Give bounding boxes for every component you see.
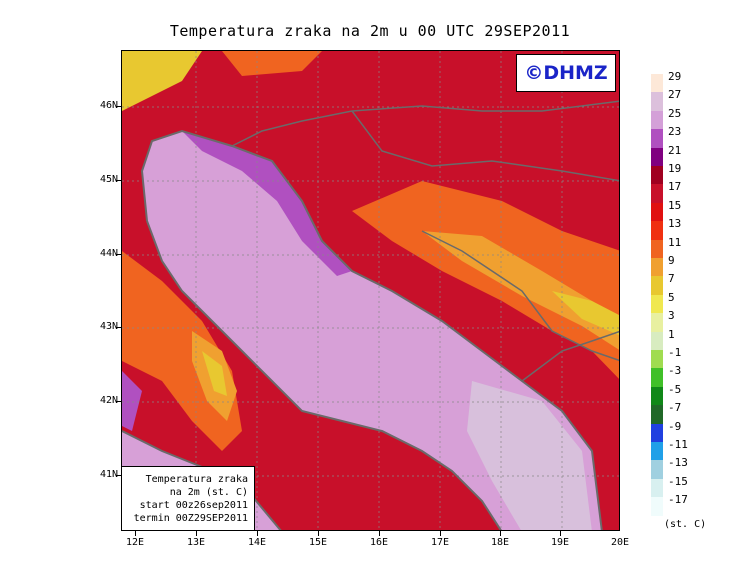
legend-label: 15: [668, 198, 682, 212]
info-line-4: termin 00Z29SEP2011: [133, 513, 248, 524]
lat-tick: [116, 106, 121, 107]
lon-tick: [135, 531, 136, 536]
legend-swatch: [651, 221, 663, 241]
info-box: Temperatura zraka na 2m (st. C) start 00…: [121, 466, 255, 531]
legend-swatch: [651, 386, 663, 406]
lat-label: 42N: [99, 395, 118, 406]
temperature-map: [121, 50, 620, 531]
legend-label: 29: [668, 70, 682, 83]
lon-tick: [257, 531, 258, 536]
lat-tick: [116, 401, 121, 402]
italy-colder-zone: [202, 351, 227, 396]
lon-label: 17E: [430, 537, 450, 548]
legend-swatch: [651, 294, 663, 314]
legend-unit: (st. C): [664, 519, 707, 530]
legend-swatch: [651, 92, 663, 112]
lat-label: 43N: [99, 321, 118, 332]
legend-swatch: [651, 110, 663, 130]
legend-swatch: [651, 129, 663, 149]
map-canvas: [122, 51, 619, 530]
legend-swatch: [651, 258, 663, 277]
legend-label: 27: [668, 88, 682, 102]
legend-label: 9: [668, 254, 675, 267]
lon-label: 15E: [308, 537, 328, 548]
coastal-warm-band: [182, 131, 352, 276]
legend-swatch: [651, 147, 663, 167]
legend-label: -9: [668, 419, 682, 433]
legend-swatch: [651, 184, 663, 204]
legend-label: 23: [668, 125, 682, 139]
lon-tick: [379, 531, 380, 536]
legend-label: -17: [668, 493, 688, 507]
legend-swatch: [651, 423, 663, 443]
lat-tick: [116, 327, 121, 328]
legend-swatch: [651, 313, 663, 333]
info-line-3: start 00z26sep2011: [139, 500, 248, 511]
legend-label: 13: [668, 217, 682, 231]
lon-label: 18E: [490, 537, 510, 548]
legend-swatch: [651, 442, 663, 461]
lat-tick: [116, 254, 121, 255]
legend-label: 3: [668, 309, 675, 323]
info-line-2: na 2m (st. C): [169, 487, 248, 498]
legend-label: -7: [668, 401, 682, 415]
legend-swatch: [651, 331, 663, 351]
lon-tick: [196, 531, 197, 536]
legend-swatch: [651, 405, 663, 425]
lon-label: 13E: [186, 537, 206, 548]
lon-label: 12E: [125, 537, 145, 548]
legend-swatch: [651, 350, 663, 369]
lon-label: 14E: [247, 537, 267, 548]
mountain-cold-zone: [552, 291, 619, 336]
legend-swatch: [651, 497, 663, 517]
legend-swatch: [651, 239, 663, 259]
legend-swatch: [651, 276, 663, 296]
map-title: Temperatura zraka na 2m u 00 UTC 29SEP20…: [169, 22, 571, 40]
lon-label: 16E: [369, 537, 389, 548]
alps-cold-zone: [122, 51, 202, 111]
lon-tick: [560, 531, 561, 536]
graticule: [122, 51, 619, 530]
legend-label: 25: [668, 106, 682, 120]
legend-label: 19: [668, 162, 682, 175]
lat-tick: [116, 475, 121, 476]
legend-label: 5: [668, 290, 675, 304]
legend-swatch: [651, 368, 663, 388]
legend-label: 17: [668, 180, 682, 194]
lon-label: 20E: [610, 537, 630, 548]
legend-label: -1: [668, 346, 682, 359]
lat-tick: [116, 180, 121, 181]
dhmz-logo: ©DHMZ: [516, 54, 616, 92]
legend-label: -3: [668, 364, 682, 378]
info-line-1: Temperatura zraka: [145, 474, 248, 485]
lon-tick: [440, 531, 441, 536]
legend-swatch: [651, 166, 663, 185]
lat-label: 45N: [99, 174, 118, 185]
legend-label: 7: [668, 272, 675, 286]
legend-label: -5: [668, 382, 682, 396]
lat-label: 44N: [99, 248, 118, 259]
legend-swatch: [651, 74, 663, 93]
lon-tick: [500, 531, 501, 536]
inland-cool-zone: [352, 181, 619, 379]
legend-swatch: [651, 202, 663, 222]
legend-label: 21: [668, 143, 682, 157]
legend-label: 11: [668, 235, 682, 249]
legend-swatch: [651, 460, 663, 480]
west-sea-edge: [122, 371, 142, 431]
legend-label: -15: [668, 474, 688, 488]
deep-sea-patch: [467, 381, 592, 530]
legend-swatch: [651, 478, 663, 498]
north-cool-zone: [222, 51, 322, 76]
legend-label: -13: [668, 456, 688, 470]
legend-label: -11: [668, 438, 688, 451]
lat-label: 46N: [99, 100, 118, 111]
borders: [231, 100, 619, 382]
legend-label: 1: [668, 327, 675, 341]
lon-label: 19E: [550, 537, 570, 548]
lat-label: 41N: [99, 469, 118, 480]
lon-tick: [318, 531, 319, 536]
